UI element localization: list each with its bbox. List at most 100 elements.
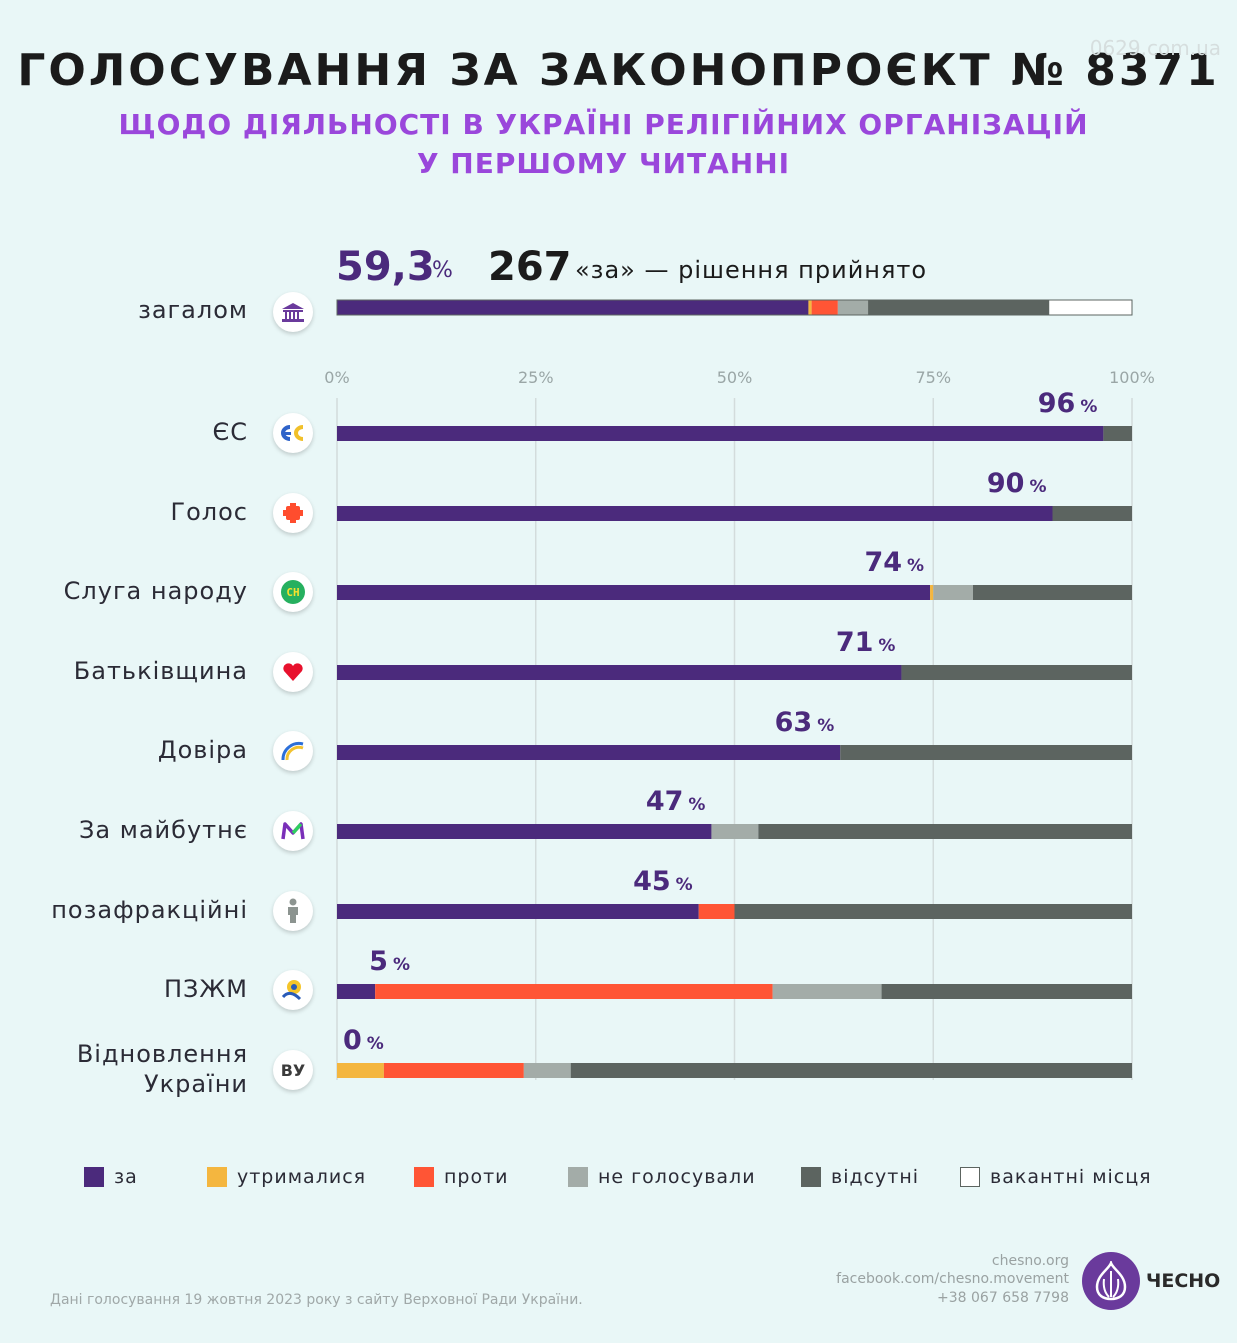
legend-label-za: за <box>114 1166 138 1188</box>
overall-bar-outline <box>336 299 1133 316</box>
svg-text:СН: СН <box>286 586 299 599</box>
row-8-segment-not_voted <box>523 1063 571 1078</box>
row-0-pct-label: 96% <box>1038 388 1098 419</box>
row-7-pct-value: 5 <box>369 946 388 977</box>
legend-item-absent: відсутні <box>801 1166 919 1188</box>
legend-label-not-voted: не голосували <box>598 1166 756 1188</box>
legend-swatch-abstain <box>207 1167 227 1187</box>
overall-segment-absent <box>868 300 1050 315</box>
row-7-pct-sign: % <box>393 955 410 975</box>
row-3-segment-za <box>337 665 902 680</box>
row-5-segment-absent <box>758 824 1132 839</box>
row-label-servant: Слуга народу <box>63 577 248 605</box>
row-label-vidnovlennia-line2: України <box>143 1070 248 1098</box>
legend-swatch-against <box>414 1167 434 1187</box>
row-3-pct-sign: % <box>878 636 895 656</box>
watermark: 0629.com.ua <box>1089 36 1221 60</box>
row-0-pct-sign: % <box>1080 397 1097 417</box>
row-8-segment-against <box>383 1063 524 1078</box>
row-4-pct-value: 63 <box>775 707 813 738</box>
row-2-segment-abstain <box>930 585 934 600</box>
overall-count: 267 <box>488 244 572 290</box>
row-0-segment-za <box>337 426 1104 441</box>
row-label-overall: загалом <box>138 296 248 324</box>
row-4-pct-label: 63% <box>775 707 835 738</box>
row-1-segment-absent <box>1052 506 1132 521</box>
row-5-segment-not_voted <box>711 824 759 839</box>
axis-tick-label: 50% <box>717 368 753 387</box>
holos-party-icon <box>273 493 313 533</box>
row-7-segment-not_voted <box>772 984 882 999</box>
row-7-segment-absent <box>881 984 1132 999</box>
row-4-pct-sign: % <box>817 716 834 736</box>
legend-item-abstain: утрималися <box>207 1166 366 1188</box>
row-2-segment-absent <box>973 585 1132 600</box>
overall-segment-za <box>337 300 809 315</box>
row-6-pct-sign: % <box>676 875 693 895</box>
row-5-pct-value: 47 <box>646 786 684 817</box>
row-2-segment-not_voted <box>933 585 973 600</box>
row-2-pct-label: 74% <box>864 547 924 578</box>
footer-site-link[interactable]: chesno.org <box>991 1253 1069 1269</box>
vu-party-icon: ВУ <box>273 1050 313 1090</box>
row-6-segment-za <box>337 904 699 919</box>
parliament-icon <box>273 292 313 332</box>
servant-party-icon: СН <box>273 572 313 612</box>
row-7-pct-label: 5% <box>369 946 410 977</box>
row-4-segment-za <box>337 745 841 760</box>
row-5-segment-za <box>337 824 712 839</box>
row-8-pct-value: 0 <box>343 1025 362 1056</box>
row-label-vidnovlennia-line1: Відновлення <box>76 1040 248 1068</box>
axis-tick-label: 0% <box>324 368 349 387</box>
overall-segment-vacant <box>1049 300 1132 315</box>
legend-swatch-not-voted <box>568 1167 588 1187</box>
axis-tick-label: 75% <box>915 368 951 387</box>
m-letter-icon <box>273 811 313 851</box>
chart-subtitle-line1: ЩОДО ДІЯЛЬНОСТІ В УКРАЇНІ РЕЛІГІЙНИХ ОРГ… <box>118 108 1089 141</box>
row-8-pct-sign: % <box>367 1034 384 1054</box>
footer-phone: +38 067 658 7798 <box>937 1290 1069 1306</box>
axis-tick-label: 100% <box>1109 368 1155 387</box>
es-party-icon <box>273 413 313 453</box>
row-0-segment-absent <box>1103 426 1132 441</box>
overall-percent: 59,3 <box>336 244 435 290</box>
legend-label-absent: відсутні <box>831 1166 920 1188</box>
row-7-segment-za <box>337 984 376 999</box>
vu-party-icon-text: ВУ <box>280 1060 306 1080</box>
overall-segment-against <box>811 300 838 315</box>
chart-subtitle-line2: У ПЕРШОМУ ЧИТАННІ <box>416 147 791 180</box>
overall-result-text: «за» — рішення прийнято <box>575 256 928 284</box>
row-label-pzzhm: ПЗЖМ <box>164 975 248 1003</box>
overall-percent-sign: % <box>432 258 453 283</box>
row-6-segment-absent <box>734 904 1132 919</box>
row-5-pct-label: 47% <box>646 786 706 817</box>
legend-item-vacant: вакантні місця <box>960 1166 1152 1188</box>
row-8-pct-label: 0% <box>343 1025 384 1056</box>
heart-icon <box>273 652 313 692</box>
legend-label-vacant: вакантні місця <box>990 1166 1152 1188</box>
row-2-pct-value: 74 <box>864 547 902 578</box>
overall-segment-not_voted <box>837 300 869 315</box>
row-8-segment-absent <box>570 1063 1132 1078</box>
row-3-pct-label: 71% <box>836 627 896 658</box>
row-label-dovira: Довіра <box>157 736 248 764</box>
legend-swatch-vacant <box>960 1167 980 1187</box>
row-2-segment-za <box>337 585 931 600</box>
chesno-brand-name: ЧЕСНО <box>1146 1270 1221 1292</box>
row-0-pct-value: 96 <box>1038 388 1076 419</box>
row-1-pct-value: 90 <box>987 468 1025 499</box>
row-1-pct-sign: % <box>1029 477 1046 497</box>
row-label-za-maibutnie: За майбутнє <box>79 816 248 844</box>
person-icon <box>273 891 313 931</box>
axis-tick-label: 25% <box>518 368 554 387</box>
footer-facebook-link[interactable]: facebook.com/chesno.movement <box>836 1271 1069 1287</box>
legend-label-abstain: утрималися <box>237 1166 367 1188</box>
legend-swatch-absent <box>801 1167 821 1187</box>
row-3-segment-absent <box>901 665 1132 680</box>
legend-item-za: за <box>84 1166 138 1188</box>
legend-item-not-voted: не голосували <box>568 1166 756 1188</box>
data-source-note: Дані голосування 19 жовтня 2023 року з с… <box>50 1292 583 1308</box>
row-label-holos: Голос <box>170 498 248 526</box>
chesno-logo-icon <box>1082 1252 1140 1310</box>
